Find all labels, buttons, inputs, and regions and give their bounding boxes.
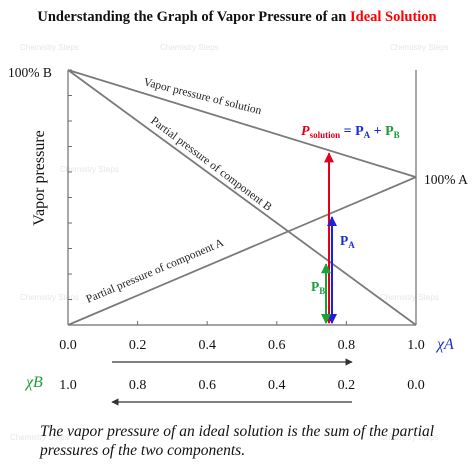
eq-p-solution: P <box>301 124 310 139</box>
watermark-text: Chemistry Steps <box>380 433 439 442</box>
eq-pb: P <box>385 124 394 139</box>
series-line-vapor-pressure-solution <box>67 69 417 178</box>
x-axis-label-b: χB <box>24 374 43 391</box>
watermark-text: Chemistry Steps <box>390 43 449 52</box>
watermark-text: Chemistry Steps <box>380 293 439 302</box>
eq-equals: = <box>340 124 355 139</box>
x-ticks <box>67 321 417 325</box>
label-p-b-letter: P <box>311 279 319 294</box>
chart-title-main: Understanding the Graph of Vapor Pressur… <box>37 9 346 25</box>
y-ticks <box>68 69 72 300</box>
y-axis-label: Vapor pressure <box>31 130 48 226</box>
label-100-b: 100% B <box>8 65 52 80</box>
equation-annotation: Psolution = PA + PB <box>301 124 400 140</box>
label-100-a: 100% A <box>424 172 468 187</box>
eq-sub-a: A <box>364 130 371 140</box>
x-tick-label: 0.0 <box>59 338 77 353</box>
eq-plus: + <box>370 124 385 139</box>
x-tick-label-b: 0.0 <box>407 378 425 393</box>
watermark-text: Chemistry Steps <box>160 43 219 52</box>
x-tick-labels: 0.0 0.2 0.4 0.6 0.8 1.0 <box>59 338 425 353</box>
x-tick-label-b: 0.8 <box>129 378 147 393</box>
x-tick-label-b: 1.0 <box>59 378 77 393</box>
watermarks: Chemistry Steps Chemistry Steps Chemistr… <box>10 43 449 442</box>
x-tick-labels-b: 1.0 0.8 0.6 0.4 0.2 0.0 <box>59 378 425 393</box>
chart-title: Understanding the Graph of Vapor Pressur… <box>37 9 436 25</box>
pressure-arrows <box>321 152 337 324</box>
x-tick-label: 1.0 <box>407 338 425 353</box>
label-partial-pressure-b: Partial pressure of component B <box>148 115 274 214</box>
eq-sub-solution: solution <box>310 130 341 140</box>
x-axis-label-a: χA <box>435 336 454 353</box>
label-p-b: PB <box>311 279 325 296</box>
watermark-text: Chemistry Steps <box>20 293 79 302</box>
x-tick-label-b: 0.2 <box>338 378 356 393</box>
x-tick-label: 0.6 <box>268 338 286 353</box>
x-tick-label: 0.4 <box>198 338 216 353</box>
watermark-text: Chemistry Steps <box>20 43 79 52</box>
series-lines <box>67 69 417 326</box>
x-axis-label-a-text: χA <box>435 336 454 353</box>
label-p-a-letter: P <box>340 233 348 248</box>
series-line-partial-pressure-b <box>67 69 417 326</box>
x-tick-label: 0.8 <box>338 338 356 353</box>
x-tick-label-b: 0.4 <box>268 378 286 393</box>
chart-title-highlight: Ideal Solution <box>350 9 437 25</box>
eq-pa: P <box>355 124 364 139</box>
series-line-partial-pressure-a <box>67 176 417 326</box>
watermark-text: Chemistry Steps <box>60 165 119 174</box>
watermark-text: Chemistry Steps <box>10 433 69 442</box>
label-partial-pressure-a: Partial pressure of component A <box>84 237 226 306</box>
label-p-a-sub: A <box>348 240 355 250</box>
x-tick-label: 0.2 <box>129 338 147 353</box>
x-tick-label-b: 0.6 <box>198 378 216 393</box>
label-p-a: PA <box>340 233 355 250</box>
eq-sub-b: B <box>394 130 400 140</box>
chart-caption: The vapor pressure of an ideal solution … <box>40 423 435 459</box>
label-p-b-sub: B <box>319 286 325 296</box>
